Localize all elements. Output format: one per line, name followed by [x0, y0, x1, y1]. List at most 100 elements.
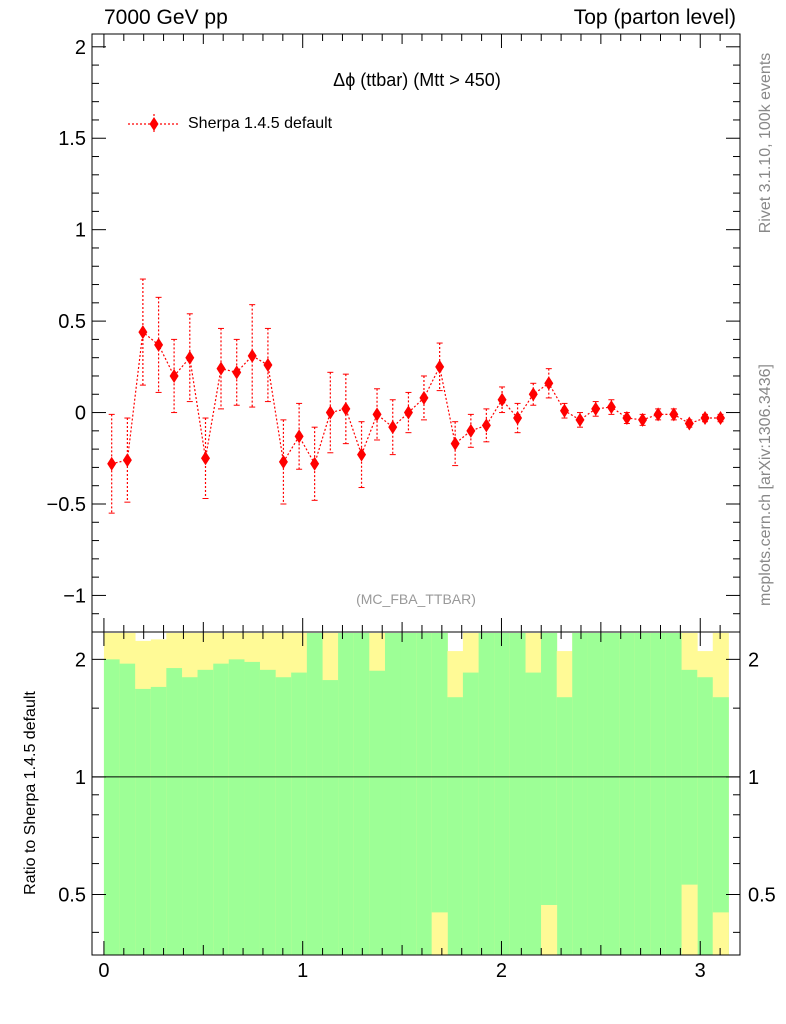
series-line	[111, 330, 721, 466]
ratio-inner-band	[119, 663, 136, 955]
ratio-y-tick-label-left: 2	[75, 649, 86, 671]
ratio-inner-band	[712, 697, 729, 955]
data-point	[232, 365, 242, 380]
rivet-version-label: Rivet 3.1.10, 100k events	[757, 52, 774, 234]
main-y-tick-label: 0	[75, 403, 86, 425]
ratio-inner-band	[228, 659, 245, 955]
data-point	[357, 447, 367, 462]
main-y-tick-label: 2	[75, 37, 86, 59]
data-point	[247, 348, 257, 363]
data-point	[310, 456, 320, 471]
ratio-inner-band	[447, 697, 464, 955]
main-panel: −1 −0.5 0 0.5 1 1.5 2	[47, 33, 741, 633]
ratio-inner-band	[650, 633, 667, 955]
data-point	[591, 401, 601, 416]
data-point	[403, 405, 413, 420]
data-point	[653, 407, 663, 422]
ratio-inner-band	[478, 633, 495, 955]
ratio-inner-band	[681, 669, 698, 955]
ratio-inner-band	[697, 677, 714, 955]
ratio-inner-band	[197, 669, 214, 955]
data-point	[513, 411, 523, 426]
ratio-y-tick-label-right: 0.5	[748, 885, 776, 907]
data-point	[294, 429, 304, 444]
data-point	[435, 359, 445, 374]
data-point	[278, 454, 288, 469]
legend-diamond	[149, 117, 159, 131]
data-point	[638, 412, 648, 427]
data-point	[700, 411, 710, 426]
data-point	[169, 368, 179, 383]
ratio-inner-band	[509, 633, 526, 955]
main-y-tick-label: 1	[75, 220, 86, 242]
data-point	[466, 423, 476, 438]
data-point	[388, 420, 398, 435]
data-point	[341, 401, 351, 416]
ratio-inner-band	[338, 633, 355, 955]
header-left-label: 7000 GeV pp	[104, 6, 228, 29]
header-right-label: Top (parton level)	[573, 6, 736, 29]
ratio-y-tick-label-left: 1	[75, 767, 86, 789]
ratio-x-tick-label: 2	[496, 960, 507, 982]
mcplots-reference-label: mcplots.cern.ch [arXiv:1306.3436]	[757, 364, 774, 606]
data-point	[684, 416, 694, 431]
data-point	[575, 412, 585, 427]
ratio-inner-band	[259, 669, 277, 955]
ratio-inner-band	[603, 633, 620, 955]
data-point	[544, 376, 554, 391]
data-point	[450, 436, 460, 451]
ratio-inner-band	[525, 672, 542, 955]
ratio-y-tick-label-right: 1	[748, 767, 759, 789]
ratio-inner-band	[634, 633, 651, 955]
ratio-inner-band	[166, 668, 183, 955]
data-point	[138, 325, 148, 340]
data-point	[154, 337, 164, 352]
legend-series-label: Sherpa 1.4.5 default	[188, 115, 333, 132]
ratio-inner-band	[665, 633, 682, 955]
data-point	[419, 390, 429, 405]
analysis-watermark: (MC_FBA_TTBAR)	[356, 591, 476, 607]
ratio-inner-band	[400, 633, 417, 955]
ratio-inner-band	[572, 633, 589, 955]
ratio-x-tick-label: 3	[695, 960, 706, 982]
plot-title: Δϕ (ttbar) (Mtt > 450)	[333, 70, 501, 90]
data-point	[716, 411, 726, 426]
ratio-inner-band	[353, 633, 370, 955]
ratio-inner-band	[103, 659, 121, 955]
ratio-inner-band	[369, 670, 386, 955]
data-point	[107, 456, 117, 471]
ratio-inner-band	[431, 633, 448, 955]
ratio-inner-band	[244, 661, 261, 955]
ratio-inner-band	[306, 633, 323, 955]
ratio-plot-frame	[91, 631, 741, 956]
ratio-inner-band	[587, 633, 604, 955]
main-y-tick-label: 1.5	[58, 128, 86, 150]
ratio-y-tick-label-left: 0.5	[58, 885, 86, 907]
ratio-inner-band	[541, 633, 558, 955]
data-point	[325, 405, 335, 420]
data-point	[185, 350, 195, 365]
ratio-outer-band-low	[541, 904, 558, 955]
ratio-y-tick-label-right: 2	[748, 649, 759, 671]
ratio-inner-band	[150, 686, 167, 955]
main-y-tick-label: −0.5	[47, 494, 86, 516]
ratio-inner-band	[416, 633, 433, 955]
ratio-outer-band-low	[431, 912, 448, 955]
data-point	[216, 361, 226, 376]
ratio-inner-band	[556, 697, 573, 955]
ratio-inner-band	[135, 688, 152, 955]
ratio-panel: 0.5 0.5 1 1 2 2 0 1 2 3	[58, 631, 776, 982]
data-point	[263, 358, 273, 373]
data-point	[606, 400, 616, 415]
main-y-tick-label: −1	[63, 585, 86, 607]
legend-marker	[128, 114, 180, 134]
data-point	[622, 411, 632, 426]
data-point	[122, 453, 132, 468]
ratio-y-axis-label: Ratio to Sherpa 1.4.5 default	[22, 691, 39, 895]
ratio-inner-band	[322, 680, 339, 955]
ratio-x-tick-label: 1	[297, 960, 308, 982]
ratio-inner-band	[213, 663, 230, 955]
data-point	[200, 451, 210, 466]
data-point	[497, 392, 507, 407]
